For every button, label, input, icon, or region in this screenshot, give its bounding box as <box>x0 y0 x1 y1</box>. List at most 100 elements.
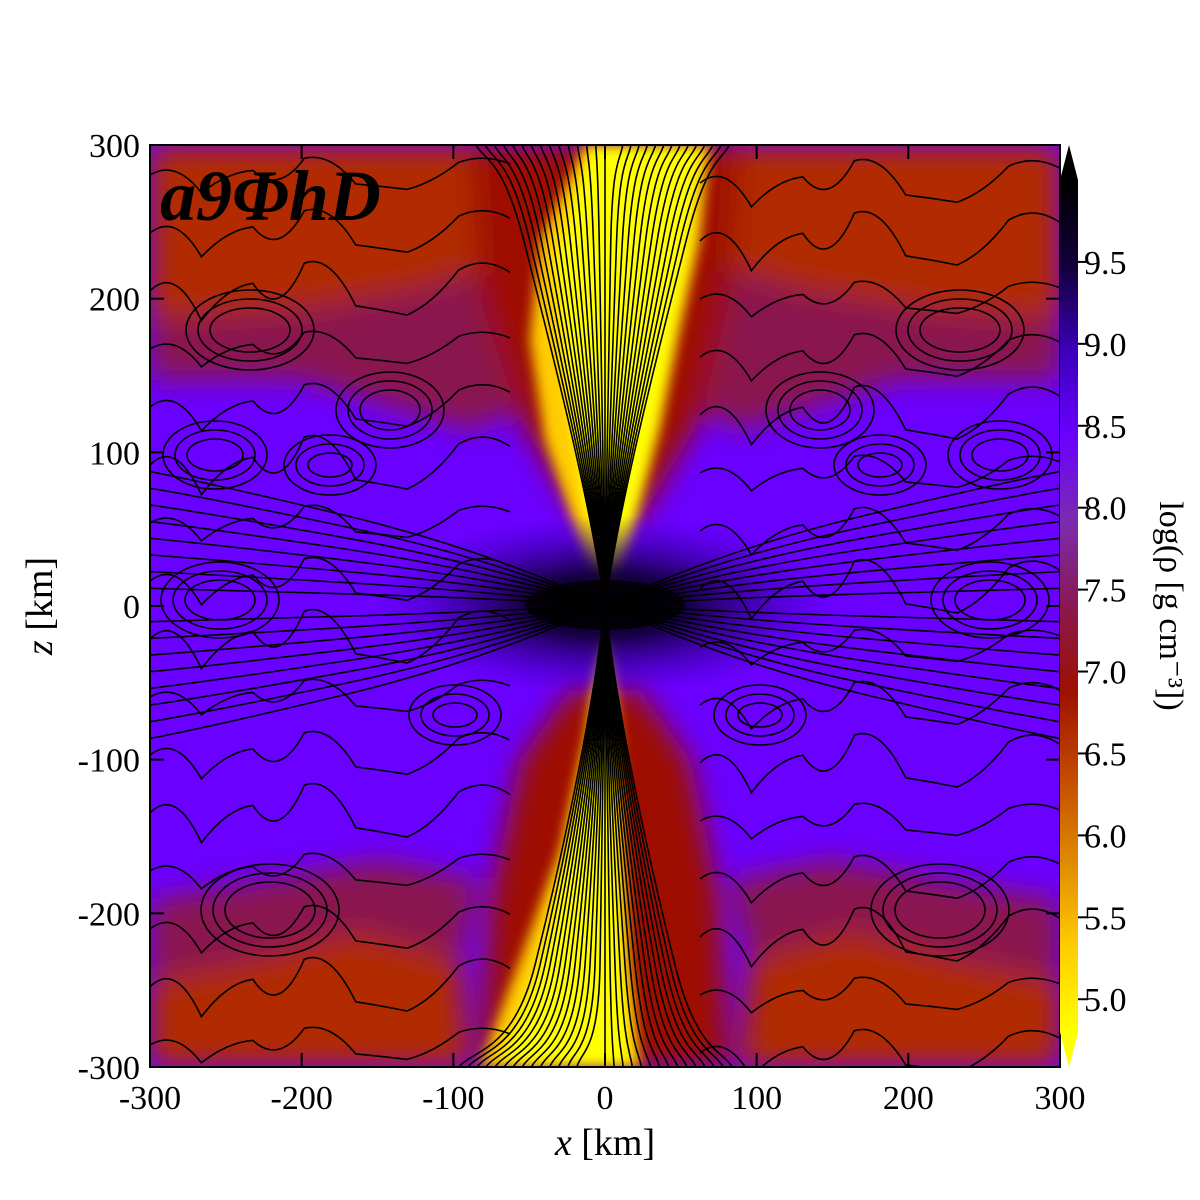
contour-loop <box>197 298 303 362</box>
contour-loop <box>954 579 1026 621</box>
contour-loop <box>959 429 1041 481</box>
field-line <box>150 537 606 606</box>
contour-loop <box>347 380 433 440</box>
colorbar-tick-label: 5.5 <box>1084 900 1127 937</box>
field-line <box>604 145 731 606</box>
field-line <box>150 604 606 706</box>
panel-label: a9ΦhD <box>160 156 381 236</box>
field-line <box>576 145 606 606</box>
field-line <box>493 145 606 606</box>
colorbar-tick-label: 9.0 <box>1084 327 1127 364</box>
field-line <box>530 145 606 606</box>
contour-loop <box>174 429 256 481</box>
contour-loop <box>894 881 986 939</box>
field-line <box>494 604 606 1067</box>
field-line <box>604 145 673 606</box>
contour-loop <box>882 872 998 948</box>
field-line <box>150 604 606 723</box>
x-tick-label: 100 <box>731 1080 782 1117</box>
field-line <box>594 145 606 606</box>
contour-loop <box>209 307 291 353</box>
contour-loop <box>777 380 863 440</box>
contour-loop <box>295 443 365 487</box>
contour-loop <box>789 389 851 431</box>
field-line <box>457 604 606 1067</box>
contour-loop <box>833 434 927 496</box>
contour-loop <box>907 298 1013 362</box>
contour-line <box>699 280 1060 318</box>
y-tick-label: -200 <box>78 896 140 933</box>
colorbar-tick-label: 6.5 <box>1084 736 1127 773</box>
field-line <box>530 604 606 1067</box>
field-line <box>604 604 634 1067</box>
x-tick-label: 300 <box>1035 1080 1086 1117</box>
contour-loop <box>971 438 1029 472</box>
field-line <box>521 145 606 606</box>
contour-loop <box>184 579 256 621</box>
field-line <box>604 145 690 606</box>
field-line <box>604 604 1060 673</box>
field-line <box>604 604 1060 656</box>
contour-line <box>699 854 1060 905</box>
contour-loop <box>162 420 268 490</box>
contour-loop <box>930 561 1050 639</box>
colorbar-tick-label: 7.0 <box>1084 655 1127 692</box>
contour-loop <box>186 438 244 472</box>
field-line <box>604 604 1060 706</box>
field-line <box>521 604 606 1067</box>
contour-loop <box>845 443 915 487</box>
field-line <box>150 520 606 606</box>
contour-line <box>150 504 511 542</box>
contour-loop <box>224 881 316 939</box>
field-line <box>567 604 606 1067</box>
field-line <box>604 570 1060 606</box>
contour-line <box>699 1028 1060 1067</box>
field-line <box>604 604 643 1067</box>
field-line <box>604 604 688 1067</box>
field-line <box>604 145 649 606</box>
field-line <box>604 145 632 606</box>
contour-loop <box>942 570 1038 630</box>
field-line <box>567 145 606 606</box>
contour-line <box>699 976 1060 1014</box>
y-tick-label: 0 <box>123 589 140 626</box>
contour-line <box>150 608 511 671</box>
y-axis-label: z [km] <box>19 557 61 656</box>
field-line <box>604 487 1060 606</box>
field-line <box>548 604 606 1067</box>
field-line <box>558 145 606 606</box>
field-line <box>503 604 606 1067</box>
field-line <box>604 604 706 1067</box>
field-line <box>150 604 606 690</box>
field-line <box>604 554 1060 606</box>
colorbar-tick-label: 8.5 <box>1084 409 1127 446</box>
y-tick-label: -300 <box>78 1050 140 1087</box>
contour-line <box>150 678 511 716</box>
contour-line <box>150 956 511 1019</box>
colorbar-label: log(ρ [g cm⁻³]) <box>1152 501 1189 710</box>
contour-loop <box>420 693 490 737</box>
field-line <box>604 604 670 1067</box>
contour-line <box>150 260 511 323</box>
contour-loop <box>432 702 478 728</box>
field-line <box>150 487 606 606</box>
field-line <box>150 570 606 606</box>
contour-line <box>150 208 511 259</box>
field-line <box>512 145 606 606</box>
contour-loop <box>200 863 340 957</box>
contour-loop <box>359 389 421 431</box>
field-line <box>150 604 606 673</box>
contour-loop <box>737 702 783 728</box>
field-line <box>604 604 1060 623</box>
field-line <box>604 604 1060 690</box>
field-line <box>604 520 1060 606</box>
contour-loop <box>895 289 1025 371</box>
contour-line <box>150 556 511 607</box>
contour-loop <box>283 434 377 496</box>
colorbar-tick-label: 6.0 <box>1084 818 1127 855</box>
field-line <box>150 604 606 640</box>
contour-line <box>699 628 1060 666</box>
x-axis-label: x [km] <box>554 1122 655 1164</box>
x-tick-label: 200 <box>883 1080 934 1117</box>
